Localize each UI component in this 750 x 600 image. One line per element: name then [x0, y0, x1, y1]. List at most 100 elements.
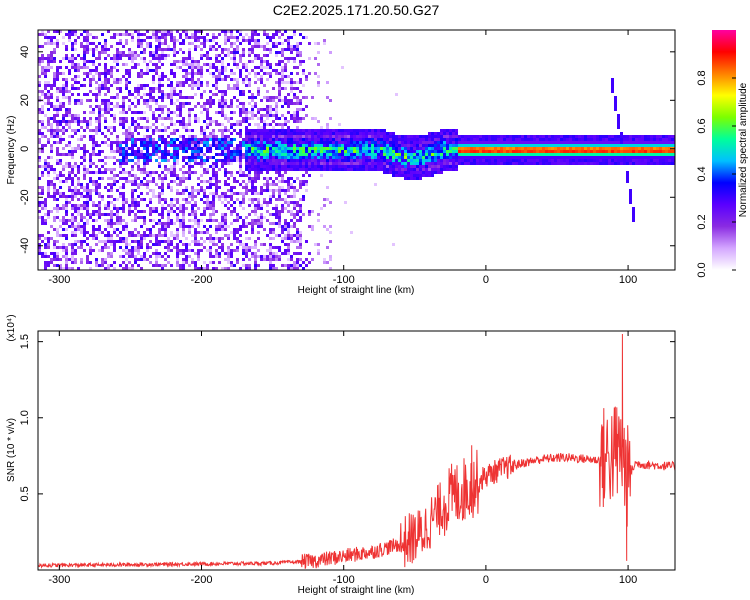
heatmap-cell	[215, 162, 218, 165]
heatmap-cell	[116, 51, 119, 54]
heatmap-cell	[230, 174, 233, 177]
heatmap-cell	[197, 192, 200, 195]
chart-title: C2E2.2025.171.20.50.G27	[272, 2, 440, 18]
heatmap-cell	[137, 132, 140, 135]
heatmap-cell	[98, 183, 101, 186]
heatmap-cell	[236, 159, 239, 162]
heatmap-cell	[140, 150, 143, 153]
heatmap-cell	[287, 210, 290, 213]
heatmap-cell	[149, 210, 152, 213]
heatmap-cell	[497, 162, 500, 165]
heatmap-cell	[317, 168, 320, 171]
heatmap-cell	[152, 189, 155, 192]
heatmap-cell	[269, 138, 272, 141]
heatmap-cell	[305, 144, 308, 147]
heatmap-cell	[278, 90, 281, 93]
heatmap-cell	[47, 255, 50, 258]
heatmap-cell	[71, 57, 74, 60]
heatmap-cell	[212, 204, 215, 207]
heatmap-cell	[164, 165, 167, 168]
heatmap-cell	[119, 54, 122, 57]
heatmap-cell	[77, 192, 80, 195]
heatmap-cell	[296, 42, 299, 45]
heatmap-cell	[263, 258, 266, 261]
heatmap-cell	[347, 156, 350, 159]
heatmap-cell	[221, 129, 224, 132]
heatmap-cell	[89, 117, 92, 120]
heatmap-cell	[431, 135, 434, 138]
heatmap-cell	[248, 81, 251, 84]
heatmap-cell	[221, 30, 224, 33]
heatmap-cell	[134, 144, 137, 147]
heatmap-cell	[227, 120, 230, 123]
heatmap-cell	[458, 141, 461, 144]
heatmap-cell	[269, 39, 272, 42]
heatmap-cell	[161, 225, 164, 228]
heatmap-cell	[56, 258, 59, 261]
heatmap-cell	[158, 75, 161, 78]
heatmap-cell	[161, 63, 164, 66]
heatmap-cell	[350, 165, 353, 168]
heatmap-cell	[272, 252, 275, 255]
heatmap-cell	[65, 114, 68, 117]
heatmap-cell	[152, 243, 155, 246]
heatmap-cell	[200, 150, 203, 153]
heatmap-cell	[299, 51, 302, 54]
heatmap-cell	[269, 150, 272, 153]
heatmap-cell	[95, 57, 98, 60]
heatmap-cell	[569, 153, 572, 156]
heatmap-cell	[188, 78, 191, 81]
heatmap-cell	[500, 150, 503, 153]
heatmap-cell	[302, 180, 305, 183]
heatmap-cell	[296, 54, 299, 57]
heatmap-cell	[113, 162, 116, 165]
heatmap-cell	[209, 57, 212, 60]
heatmap-cell	[113, 228, 116, 231]
heatmap-cell	[182, 219, 185, 222]
heatmap-cell	[212, 66, 215, 69]
heatmap-cell	[284, 198, 287, 201]
heatmap-cell	[164, 264, 167, 267]
heatmap-cell	[122, 225, 125, 228]
heatmap-cell	[188, 63, 191, 66]
heatmap-cell	[233, 228, 236, 231]
heatmap-cell	[212, 243, 215, 246]
heatmap-cell	[281, 144, 284, 147]
heatmap-cell	[68, 123, 71, 126]
heatmap-cell	[245, 267, 248, 270]
heatmap-cell	[125, 249, 128, 252]
heatmap-cell	[356, 135, 359, 138]
heatmap-cell	[275, 138, 278, 141]
heatmap-cell	[221, 93, 224, 96]
heatmap-cell	[155, 150, 158, 153]
heatmap-cell	[158, 186, 161, 189]
heatmap-cell	[380, 153, 383, 156]
heatmap-cell	[194, 45, 197, 48]
heatmap-cell	[206, 159, 209, 162]
heatmap-cell	[461, 135, 464, 138]
heatmap-cell	[53, 240, 56, 243]
heatmap-cell	[119, 33, 122, 36]
heatmap-cell	[128, 207, 131, 210]
heatmap-cell	[155, 66, 158, 69]
heatmap-cell	[128, 75, 131, 78]
heatmap-cell	[107, 48, 110, 51]
heatmap-cell	[80, 225, 83, 228]
heatmap-cell	[293, 33, 296, 36]
heatmap-cell	[224, 144, 227, 147]
heatmap-cell	[227, 159, 230, 162]
heatmap-cell	[311, 168, 314, 171]
heatmap-cell	[233, 210, 236, 213]
heatmap-cell	[125, 246, 128, 249]
heatmap-cell	[200, 141, 203, 144]
heatmap-cell	[212, 48, 215, 51]
heatmap-cell	[53, 207, 56, 210]
heatmap-cell	[86, 60, 89, 63]
heatmap-cell	[554, 135, 557, 138]
heatmap-cell	[269, 141, 272, 144]
heatmap-cell	[230, 198, 233, 201]
heatmap-cell	[545, 162, 548, 165]
heatmap-cell	[434, 144, 437, 147]
heatmap-cell	[221, 48, 224, 51]
heatmap-cell	[509, 159, 512, 162]
